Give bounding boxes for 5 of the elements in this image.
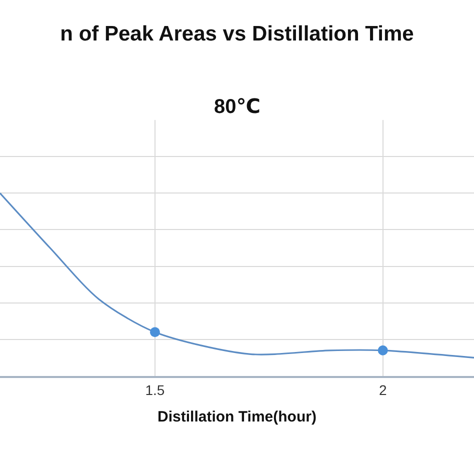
x-tick-label: 2 [378,382,387,398]
chart-subtitle: 80℃ [214,96,260,118]
x-axis-title: Distillation Time(hour) [158,408,316,426]
x-tick-label: 1.5 [145,382,165,398]
chart-title: n of Peak Areas vs Distillation Time [60,22,414,46]
